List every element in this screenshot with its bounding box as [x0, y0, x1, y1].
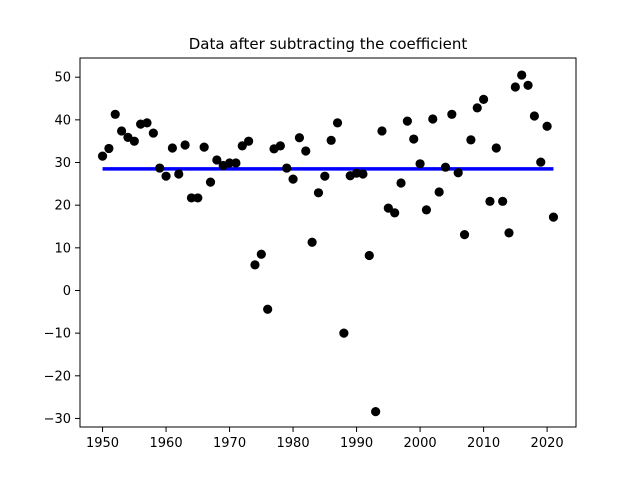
data-point-1964: [186, 193, 197, 203]
data-point-1961: [167, 143, 178, 153]
data-point-1999: [409, 134, 419, 144]
data-point-2010: [478, 94, 489, 104]
y-tick-label: −20: [44, 369, 71, 384]
data-point-2009: [472, 103, 482, 113]
data-point-1951: [104, 143, 114, 154]
x-tick-label: 1950: [86, 436, 119, 451]
data-point-1971: [231, 158, 241, 168]
y-tick-label: 50: [54, 71, 71, 86]
data-point-2013: [498, 196, 508, 206]
data-point-1996: [390, 208, 400, 218]
data-point-2016: [517, 70, 527, 80]
data-point-1968: [212, 155, 222, 165]
data-point-2003: [434, 187, 444, 197]
y-tick-label: 30: [54, 156, 71, 171]
data-point-1980: [288, 174, 298, 184]
data-point-1963: [180, 140, 190, 150]
data-point-1962: [174, 169, 184, 179]
data-point-2018: [529, 111, 540, 121]
data-point-1992: [364, 250, 374, 261]
y-tick-label: −10: [44, 327, 71, 342]
data-point-2019: [536, 157, 546, 167]
x-tick-label: 1980: [277, 436, 310, 451]
data-point-1994: [377, 126, 387, 136]
data-point-1975: [256, 249, 266, 259]
data-point-1978: [275, 141, 285, 151]
data-point-1982: [301, 146, 311, 156]
y-tick-label: 20: [54, 199, 71, 214]
data-point-1995: [383, 203, 393, 213]
data-point-1957: [142, 118, 152, 128]
y-tick-label: 40: [54, 113, 71, 128]
data-point-2020: [542, 121, 552, 131]
data-point-1967: [205, 177, 216, 187]
data-point-2017: [523, 80, 533, 90]
data-point-1970: [224, 158, 235, 168]
data-point-1998: [402, 116, 412, 126]
data-point-2002: [428, 114, 438, 124]
data-point-1986: [326, 135, 336, 145]
y-tick-label: 10: [54, 241, 71, 256]
data-point-1987: [332, 118, 343, 128]
data-point-1973: [244, 136, 254, 146]
data-point-1965: [193, 193, 203, 203]
data-point-1960: [161, 171, 171, 181]
data-point-2001: [421, 205, 432, 215]
data-point-2008: [466, 135, 476, 145]
data-point-1983: [307, 237, 317, 247]
x-axis: 1950 1960 1970 1980 1990 2000 2010 2020: [86, 427, 564, 451]
data-point-2014: [504, 228, 514, 238]
y-tick-label: −30: [44, 412, 71, 427]
data-point-1991: [358, 169, 368, 179]
data-point-1979: [282, 163, 292, 173]
x-tick-label: 2020: [531, 436, 564, 451]
data-point-2000: [415, 159, 425, 169]
data-point-1993: [371, 407, 381, 417]
data-point-2004: [440, 162, 451, 172]
data-point-1958: [148, 128, 158, 138]
x-tick-label: 2000: [404, 436, 437, 451]
data-point-1955: [129, 136, 139, 146]
x-tick-label: 2010: [467, 436, 500, 451]
y-tick-label: 0: [63, 284, 71, 299]
data-point-1997: [396, 178, 406, 188]
x-tick-label: 1960: [150, 436, 183, 451]
data-point-1985: [320, 171, 330, 181]
data-point-1959: [155, 163, 165, 173]
data-point-1972: [237, 141, 247, 151]
data-point-1976: [263, 304, 273, 314]
data-point-1984: [313, 188, 324, 198]
data-point-2021: [548, 212, 559, 222]
data-point-2005: [447, 109, 457, 119]
data-point-1981: [294, 133, 305, 143]
data-point-2012: [491, 143, 501, 153]
data-point-1953: [116, 126, 127, 136]
x-tick-label: 1970: [213, 436, 246, 451]
plot-frame: [79, 57, 577, 428]
data-point-1966: [199, 142, 209, 152]
y-axis: −30 −20 −10 0 10 20 30 40 50: [44, 71, 80, 427]
data-point-1988: [339, 328, 349, 338]
data-point-2015: [510, 82, 520, 92]
data-point-1974: [250, 260, 260, 270]
x-tick-label: 1990: [340, 436, 373, 451]
data-point-1952: [110, 109, 120, 119]
data-point-1950: [97, 151, 108, 161]
data-point-2011: [485, 196, 495, 206]
data-point-2006: [453, 168, 463, 178]
data-point-2007: [459, 230, 470, 240]
chart-title: Data after subtracting the coefficient: [189, 35, 468, 53]
plot-series: [97, 70, 559, 417]
